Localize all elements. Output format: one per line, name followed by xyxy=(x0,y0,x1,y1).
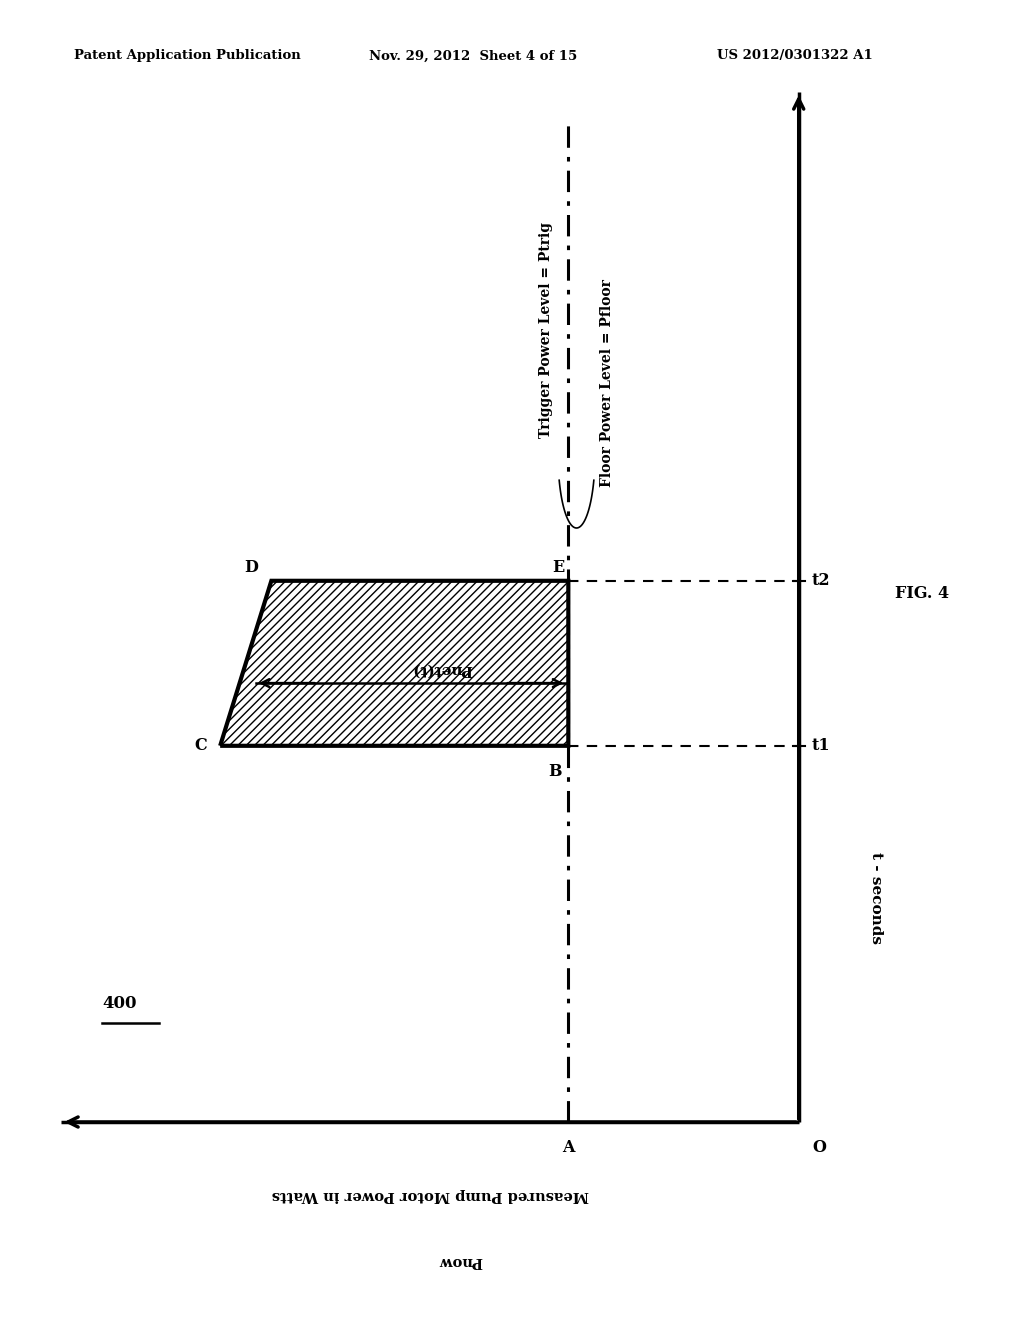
Text: t1: t1 xyxy=(812,738,830,754)
Text: t2: t2 xyxy=(812,573,830,589)
Text: B: B xyxy=(548,763,561,780)
Text: Measured Pump Motor Power in Watts: Measured Pump Motor Power in Watts xyxy=(271,1188,589,1201)
Text: Nov. 29, 2012  Sheet 4 of 15: Nov. 29, 2012 Sheet 4 of 15 xyxy=(369,49,577,62)
Text: FIG. 4: FIG. 4 xyxy=(895,586,948,602)
Text: 400: 400 xyxy=(102,995,137,1011)
Text: Floor Power Level = Pfloor: Floor Power Level = Pfloor xyxy=(600,279,614,487)
Text: Pnow: Pnow xyxy=(439,1254,482,1267)
Text: O: O xyxy=(812,1139,826,1156)
Text: D: D xyxy=(244,558,258,576)
Text: Pnet(t): Pnet(t) xyxy=(412,663,472,677)
Text: C: C xyxy=(195,738,207,754)
Text: t - seconds: t - seconds xyxy=(868,851,883,944)
Text: Trigger Power Level = Ptrig: Trigger Power Level = Ptrig xyxy=(539,222,553,438)
Text: Patent Application Publication: Patent Application Publication xyxy=(74,49,300,62)
Text: A: A xyxy=(562,1139,574,1156)
Text: E: E xyxy=(552,558,564,576)
Text: US 2012/0301322 A1: US 2012/0301322 A1 xyxy=(717,49,872,62)
